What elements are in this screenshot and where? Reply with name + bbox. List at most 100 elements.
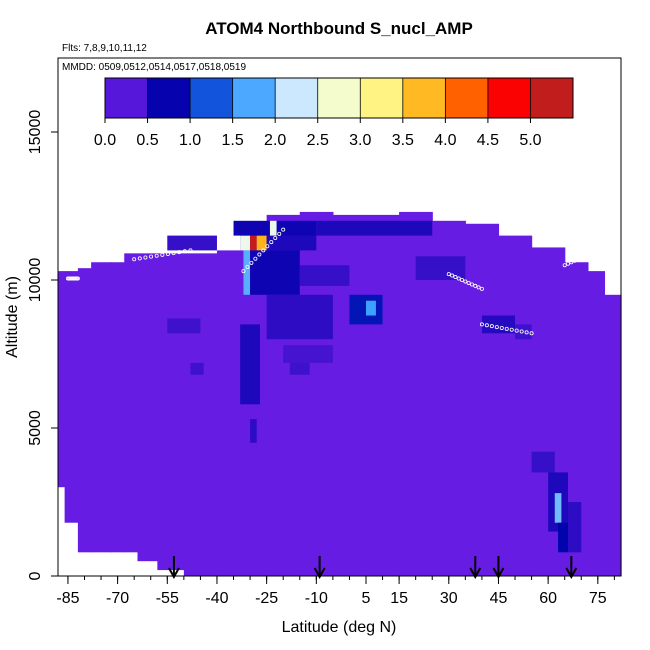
x-tick-label: 30 (440, 590, 458, 607)
flight-sample-point (446, 272, 451, 277)
heatmap-cell (250, 419, 257, 443)
flight-sample-point (589, 251, 594, 256)
x-tick-label: -40 (205, 590, 228, 607)
heatmap-cell (269, 220, 277, 236)
flight-sample-point (453, 275, 458, 280)
heatmap-cell (240, 235, 251, 251)
flight-sample-point (137, 256, 142, 261)
y-tick-label: 0 (27, 571, 44, 580)
x-tick-label: 60 (539, 590, 557, 607)
x-tick-label: 15 (390, 590, 408, 607)
latitude-arrow (313, 556, 326, 580)
heatmap-cell (554, 493, 562, 523)
heatmap-cell (316, 220, 433, 236)
heatmap-column (137, 253, 158, 562)
colorbar-segment (105, 78, 149, 118)
flight-sample-point (261, 248, 266, 253)
heatmap-cell (299, 265, 350, 286)
flight-sample-point (149, 254, 154, 259)
colorbar-tick-label: 1.0 (179, 132, 201, 149)
heatmap-column (498, 235, 533, 576)
chart-title: ATOM4 Northbound S_nucl_AMP (205, 19, 473, 38)
colorbar-segment (530, 78, 574, 118)
colorbar-tick-label: 4.5 (477, 132, 499, 149)
colorbar-segment (147, 78, 191, 118)
heatmap-column (58, 271, 66, 488)
heatmap-cell (266, 294, 333, 340)
heatmap-cell (250, 250, 300, 295)
colorbar-tick-label: 2.0 (264, 132, 286, 149)
flight-sample-point (269, 240, 274, 245)
flight-sample-point (182, 249, 187, 254)
latitude-arrow (168, 556, 180, 580)
flight-sample-point (529, 331, 534, 336)
flight-sample-point (154, 253, 159, 258)
heatmap-cell (240, 324, 261, 405)
y-axis-label: Altitude (m) (4, 276, 21, 358)
flight-sample-point (160, 252, 165, 257)
flight-sample-point (585, 252, 590, 257)
heatmap-cell (167, 318, 201, 334)
x-tick-label: 45 (490, 590, 508, 607)
x-tick-label: 75 (589, 590, 607, 607)
flight-sample-point (463, 279, 468, 284)
latitude-arrow (565, 556, 578, 580)
y-axis: 0 5000 10000 15000 (27, 110, 58, 580)
flight-sample-point (479, 322, 484, 327)
colorbar-tick-label: 0.0 (94, 132, 116, 149)
colorbar-segment (275, 78, 319, 118)
heatmap-column (614, 294, 622, 576)
heatmap-cell (558, 522, 569, 553)
flight-sample-point (273, 235, 278, 240)
flight-sample-point (132, 257, 137, 262)
colorbar-tick-label: 5.0 (519, 132, 541, 149)
heatmap-cell (190, 362, 204, 375)
flight-sample-point (253, 256, 258, 261)
colorbar-tick-label: 4.0 (434, 132, 456, 149)
heatmap-column (183, 253, 218, 577)
heatmap-cell (167, 235, 217, 251)
y-tick-label: 10000 (27, 258, 44, 303)
flight-sample-point (143, 255, 148, 260)
flight-sample-point (469, 282, 474, 287)
flight-sample-point (489, 324, 494, 329)
flight-sample-point (460, 277, 465, 282)
x-tick-label: -70 (106, 590, 129, 607)
x-tick-label: -10 (305, 590, 328, 607)
colorbar-segment (402, 78, 446, 118)
heatmap-cell (256, 235, 267, 251)
flight-sample-point (265, 244, 270, 249)
colorbar-border (104, 77, 574, 119)
flight-sample-point (494, 325, 499, 330)
flight-sample-point (476, 285, 481, 290)
heatmap-cell (250, 235, 257, 251)
flight-sample-point (479, 286, 484, 291)
flight-sample-point (473, 283, 478, 288)
x-axis-label: Latitude (deg N) (282, 619, 397, 636)
heatmap-cell (283, 345, 333, 363)
colorbar-segment (445, 78, 489, 118)
x-axis: -85 -70 -55 -40 -25 -10 5 15 30 45 60 75 (56, 576, 615, 607)
flight-sample-point (572, 258, 577, 263)
flight-sample-point (499, 325, 504, 330)
colorbar-tick-label: 1.5 (222, 132, 244, 149)
heatmap-column (64, 271, 79, 523)
flight-sample-point (277, 231, 282, 236)
heatmap-cell (568, 502, 582, 553)
colorbar-segment (190, 78, 234, 118)
flight-sample-point (241, 269, 246, 274)
latitude-arrows (168, 556, 578, 580)
y-tick-label: 5000 (27, 410, 44, 446)
flight-sample-point (562, 263, 567, 268)
flight-sample-point (177, 250, 182, 255)
heatmap-layer (58, 211, 622, 577)
dates-note: MMDD: 0509,0512,0514,0517,0518,0519 (62, 62, 246, 73)
colorbar-tick-label: 3.0 (349, 132, 371, 149)
flight-sample-point (582, 254, 587, 259)
flight-sample-point (566, 261, 571, 266)
heatmap-column (587, 271, 606, 576)
heatmap-column (77, 268, 92, 553)
flight-sample-point (569, 260, 574, 265)
colorbar-tick-label: 0.5 (136, 132, 158, 149)
flight-sample-point (514, 328, 519, 333)
